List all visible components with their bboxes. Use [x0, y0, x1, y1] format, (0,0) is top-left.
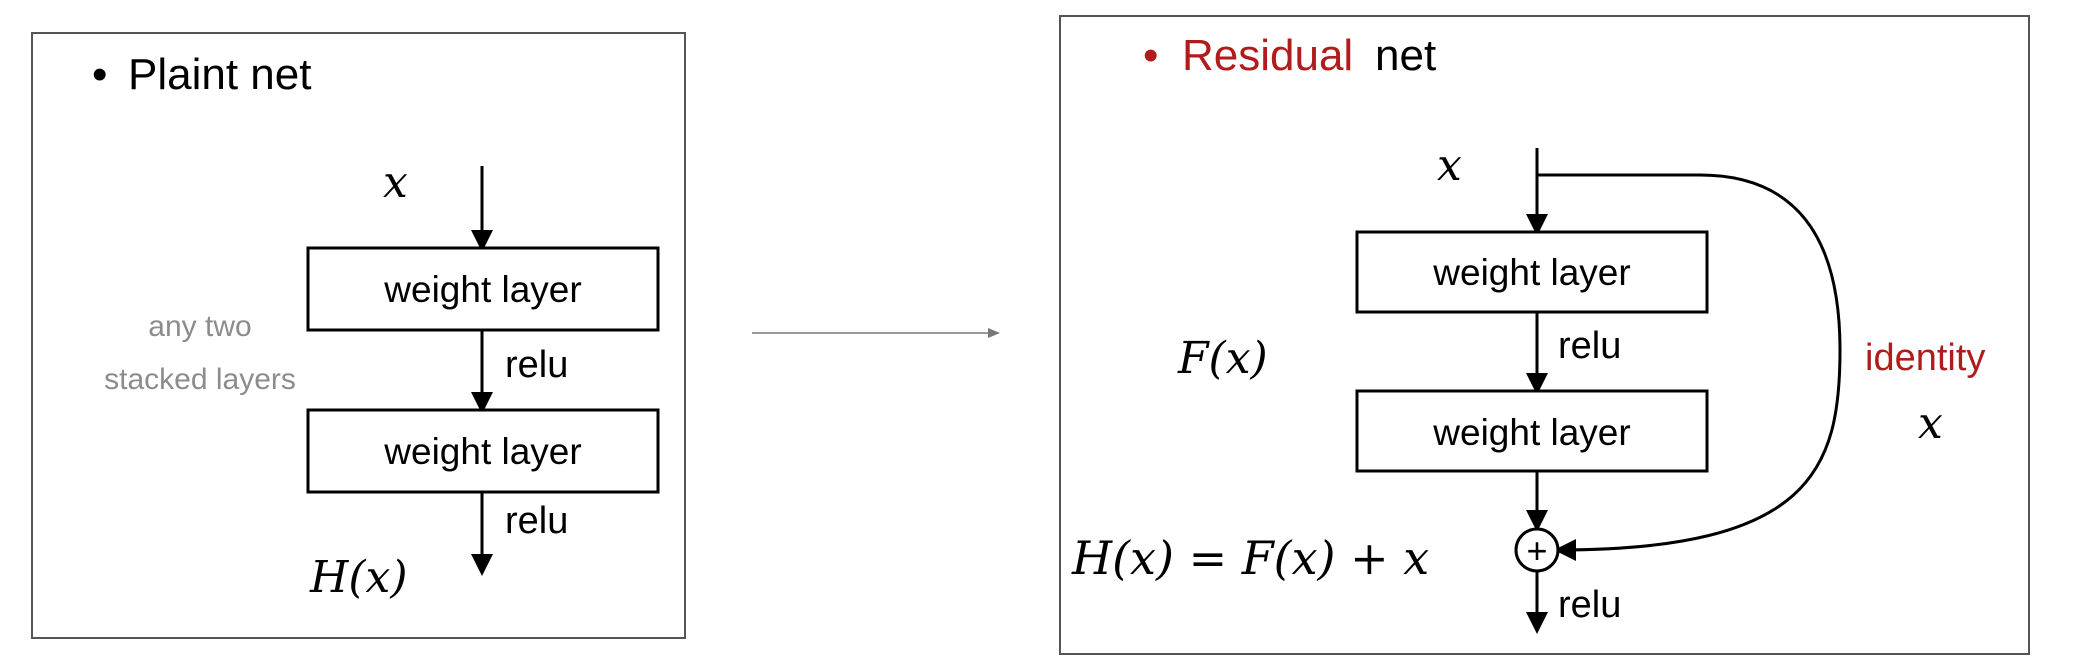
svg-text:weight layer: weight layer [383, 431, 581, 472]
residual-weight-layer-1: weight layer [1355, 230, 1709, 314]
svg-text:weight layer: weight layer [1432, 412, 1630, 453]
plain-input-label: x [383, 157, 408, 208]
addition-node: + [1514, 527, 1560, 573]
residual-fx-label: F(x) [1177, 333, 1268, 384]
identity-skip-connection [1537, 173, 1842, 561]
identity-x-label: x [1918, 398, 1943, 449]
residual-weight-layer-2: weight layer [1355, 389, 1709, 473]
identity-label: identity [1865, 337, 1985, 379]
plain-net-title: Plaint net [128, 50, 311, 99]
svg-text:+: + [1526, 530, 1547, 571]
residual-equation: H(x) = F(x) + x [1071, 531, 1429, 585]
residual-input-label: x [1437, 140, 1462, 191]
plain-net-border [31, 32, 686, 639]
plain-note-line-1: any two [148, 310, 251, 343]
svg-text:weight layer: weight layer [1432, 252, 1630, 293]
plain-weight-layer-2: weight layer [306, 408, 660, 494]
plain-net-title-bullet: • [92, 50, 107, 99]
plain-note-line-2: stacked layers [104, 363, 296, 396]
residual-relu-out: relu [1558, 584, 1621, 626]
residual-net-title-highlight: Residual [1182, 31, 1353, 80]
residual-net-title-bullet: • [1143, 31, 1158, 80]
residual-relu-1: relu [1558, 325, 1621, 367]
plain-output-label: H(x) [309, 552, 408, 603]
plain-net-panel: • Plaint net x weight layer relu weight … [31, 32, 686, 639]
plain-relu-2: relu [505, 500, 568, 542]
plain-weight-layer-1: weight layer [306, 246, 660, 332]
residual-net-panel: • Residual net x weight layer relu F(x) … [1059, 15, 2030, 655]
residual-net-title-rest: net [1375, 31, 1436, 80]
plain-relu-1: relu [505, 344, 568, 386]
svg-text:weight layer: weight layer [383, 269, 581, 310]
